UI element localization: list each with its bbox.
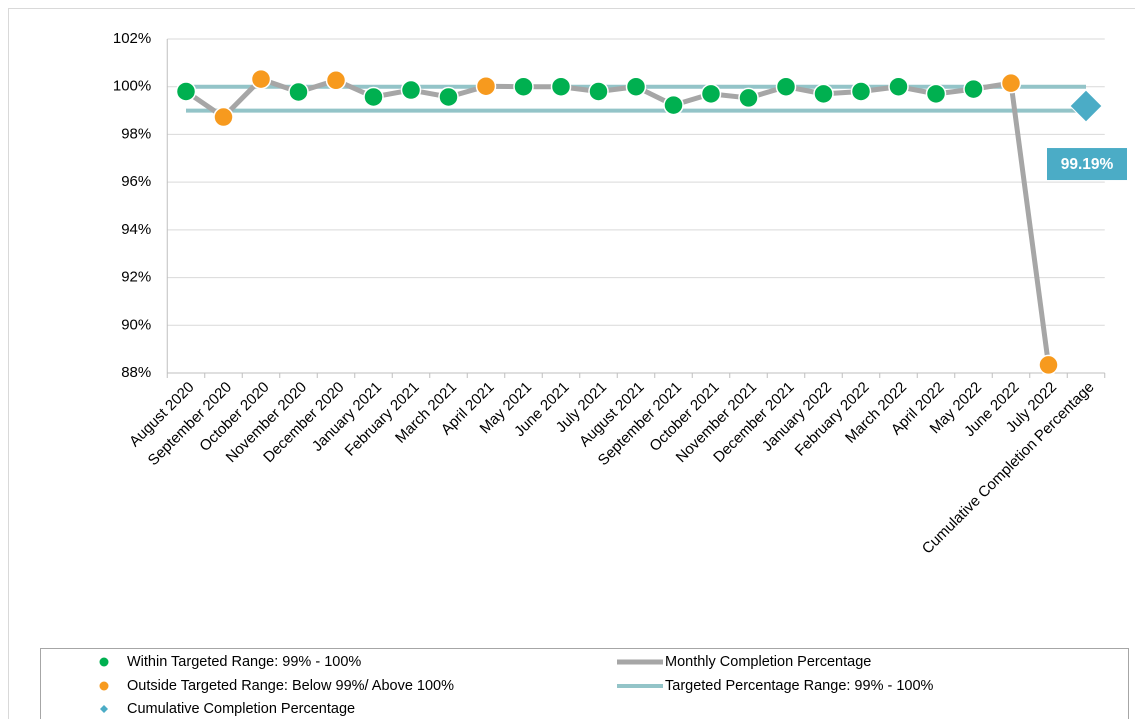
monthly-line [184, 76, 1051, 366]
point-marker [363, 86, 384, 108]
point-marker [775, 76, 797, 97]
y-tick-label: 100% [113, 78, 151, 95]
legend-label: Cumulative Completion Percentage [127, 701, 355, 717]
y-tick-label: 98% [121, 125, 151, 142]
legend-marker [99, 657, 109, 667]
point-marker [738, 87, 759, 109]
point-marker [625, 76, 647, 97]
point-marker [475, 75, 497, 97]
point-marker [813, 83, 834, 105]
y-tick-label: 90% [121, 316, 151, 333]
point-marker [588, 81, 609, 102]
y-tick-label: 92% [121, 269, 151, 286]
legend-label: Targeted Percentage Range: 99% - 100% [665, 678, 934, 694]
legend-box [40, 648, 1129, 719]
y-tick-label: 102% [113, 30, 151, 47]
data-label-box [1047, 148, 1127, 181]
y-tick-label: 94% [121, 221, 151, 238]
legend-marker [99, 681, 109, 691]
point-marker [175, 81, 197, 102]
legend-label: Outside Targeted Range: Below 99%/ Above… [127, 678, 454, 694]
legend-label: Monthly Completion Percentage [665, 654, 871, 670]
point-marker [400, 79, 422, 101]
point-marker [250, 68, 272, 90]
y-tick-label: 96% [121, 173, 151, 190]
point-marker [288, 81, 309, 103]
point-marker [513, 76, 534, 97]
point-marker [963, 78, 984, 100]
point-marker [213, 106, 234, 128]
point-marker [663, 94, 684, 116]
point-marker [325, 70, 347, 91]
point-marker [888, 76, 909, 97]
data-label: 99.19% [1061, 156, 1114, 173]
y-tick-label: 88% [121, 364, 151, 381]
legend-marker [100, 705, 108, 713]
point-marker [1000, 72, 1022, 94]
point-marker [700, 83, 722, 105]
point-marker [1038, 354, 1059, 376]
point-marker [550, 76, 572, 97]
point-marker [438, 86, 459, 108]
chart-border [8, 8, 1135, 719]
point-marker [925, 83, 947, 105]
cumulative-marker [1069, 89, 1103, 123]
point-marker [850, 81, 872, 102]
legend-label: Within Targeted Range: 99% - 100% [127, 654, 361, 670]
